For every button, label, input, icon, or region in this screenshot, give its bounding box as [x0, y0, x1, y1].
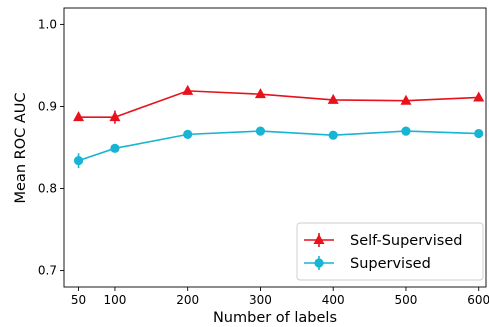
data-point — [327, 93, 339, 104]
data-point — [254, 88, 266, 99]
x-tick-label: 50 — [71, 293, 86, 307]
x-axis-title: Number of labels — [213, 310, 337, 326]
y-tick-label: 0.7 — [38, 264, 57, 278]
x-tick-label: 200 — [176, 293, 199, 307]
y-tick-label: 0.8 — [38, 182, 57, 196]
series-line — [78, 130, 479, 162]
data-point — [313, 234, 325, 244]
legend-entry: Self-Supervised — [304, 233, 462, 249]
data-point — [109, 111, 121, 122]
y-tick-label: 0.9 — [38, 99, 57, 113]
series-self-supervised — [73, 84, 485, 124]
data-point — [474, 128, 484, 139]
data-point — [182, 84, 194, 95]
x-tick-label: 100 — [103, 293, 126, 307]
series-supervised — [73, 126, 484, 169]
y-axis-title: Mean ROC AUC — [13, 93, 29, 204]
legend: Self-Supervised Supervised — [296, 222, 484, 281]
data-point — [328, 130, 338, 140]
series-line — [78, 90, 479, 118]
data-point — [401, 126, 411, 136]
x-tick-label: 300 — [249, 293, 272, 307]
x-axis-ticks: 50 100 200 300 400 500 600 — [71, 287, 489, 307]
legend-entry: Supervised — [304, 256, 431, 272]
plot-frame — [63, 7, 487, 288]
data-point — [314, 258, 324, 268]
legend-label: Supervised — [350, 256, 431, 272]
data-point — [73, 156, 84, 166]
data-point — [473, 91, 485, 102]
y-axis-ticks: 0.7 0.8 0.9 1.0 — [38, 17, 64, 278]
y-tick-label: 1.0 — [38, 17, 57, 31]
data-point — [73, 111, 85, 122]
legend-box — [296, 222, 484, 281]
data-point — [183, 129, 193, 139]
legend-label: Self-Supervised — [350, 233, 462, 249]
x-tick-label: 400 — [322, 293, 345, 307]
x-tick-label: 500 — [395, 293, 418, 307]
x-tick-label: 600 — [467, 293, 489, 307]
data-point — [110, 143, 120, 153]
series-layer — [73, 84, 485, 169]
data-point — [255, 126, 266, 136]
data-point — [400, 94, 412, 105]
